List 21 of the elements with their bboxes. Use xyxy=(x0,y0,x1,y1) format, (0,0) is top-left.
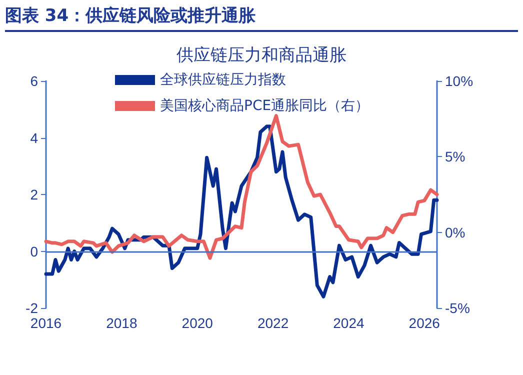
y2-tick-label: 10% xyxy=(445,73,474,89)
legend-label: 美国核心商品PCE通胀同比（右） xyxy=(160,98,370,114)
y-tick-label: 4 xyxy=(30,130,38,146)
y2-tick-label: 5% xyxy=(445,148,466,165)
line-series xyxy=(44,114,439,260)
x-tick-label: 2022 xyxy=(257,315,289,331)
x-tick-label: 2024 xyxy=(333,315,364,331)
y2-tick-label: 0% xyxy=(445,224,466,240)
y-tick-label: 2 xyxy=(30,186,38,202)
chart-title: 图表 34：供应链风险或推升通胀 xyxy=(5,4,518,32)
x-tick-label: 2018 xyxy=(106,315,138,331)
y2-tick-label: -5% xyxy=(445,300,470,316)
y-tick-label: 0 xyxy=(30,243,38,260)
chart-subtitle: 供应链压力和商品通胀 xyxy=(176,46,346,66)
legend-label: 全球供应链压力指数 xyxy=(160,72,286,88)
y-tick-label: -2 xyxy=(26,300,38,316)
x-tick-label: 2016 xyxy=(30,315,62,331)
x-tick-label: 2020 xyxy=(182,315,214,331)
x-tick-label: 2026 xyxy=(408,315,440,331)
y-tick-label: 6 xyxy=(30,73,38,89)
line-series xyxy=(44,124,439,298)
